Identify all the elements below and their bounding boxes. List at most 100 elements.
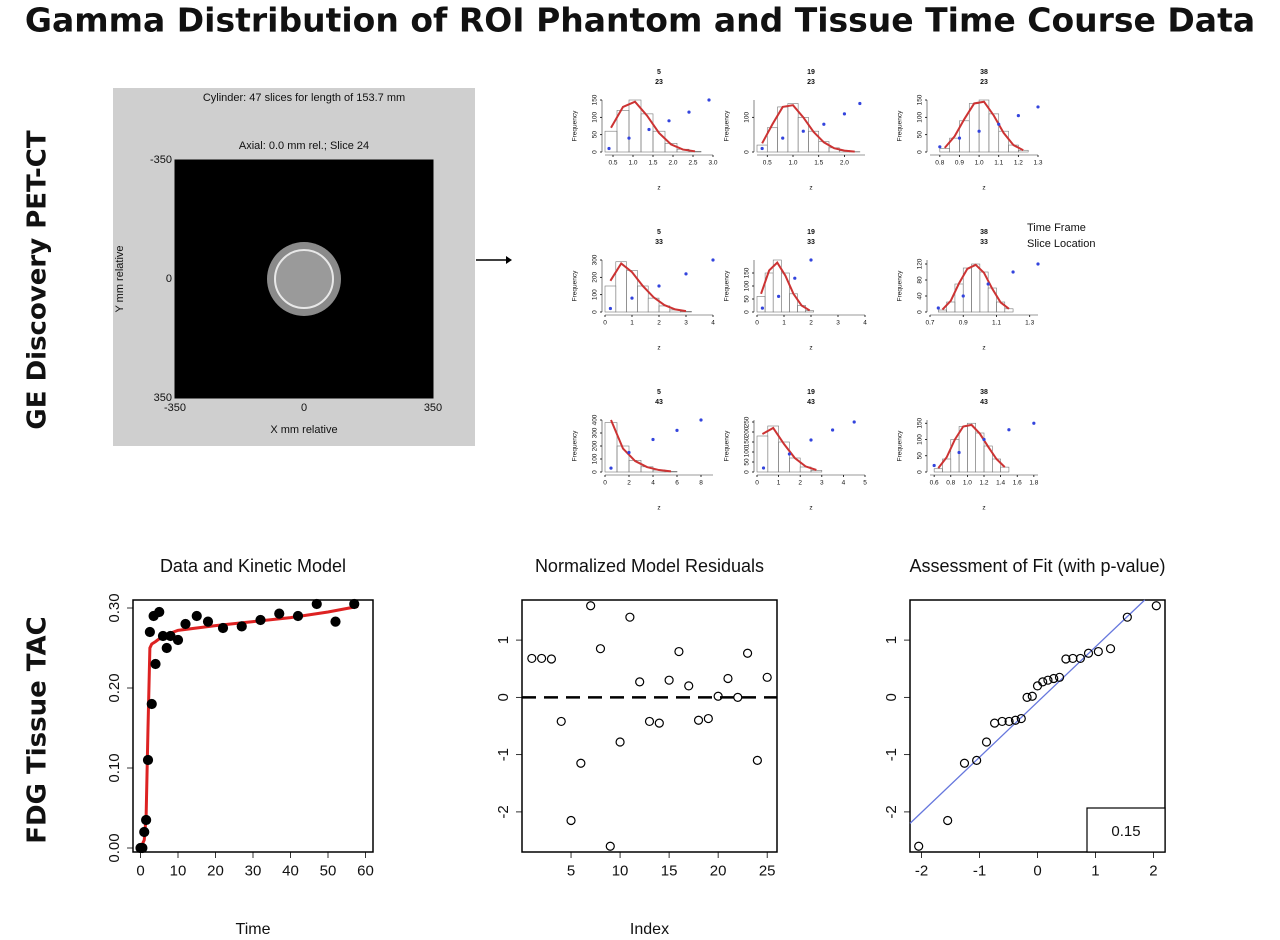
y-tick-label: -2 xyxy=(495,805,512,818)
y-tick-label: 100 xyxy=(917,434,924,445)
data-point xyxy=(990,718,1000,728)
x-tick-label: 1 xyxy=(1091,862,1099,879)
qq-point xyxy=(687,110,691,114)
data-point xyxy=(150,658,161,670)
histogram-bar xyxy=(933,468,943,473)
histogram-bar xyxy=(616,445,630,473)
data-point xyxy=(615,737,625,747)
qq-point xyxy=(822,122,826,126)
data-point xyxy=(292,610,304,622)
y-tick-label: 200 xyxy=(744,426,751,437)
y-tick-label: 0.20 xyxy=(106,673,123,702)
x-tick-label: 0 xyxy=(136,862,144,879)
x-tick-label: 0.7 xyxy=(925,320,934,327)
data-point xyxy=(161,642,172,654)
y-tick-label: 0.00 xyxy=(106,833,123,862)
x-tick-label: 5 xyxy=(863,480,867,487)
y-tick-label: 100 xyxy=(744,280,751,291)
data-point xyxy=(255,614,266,626)
y-tick-label: 0 xyxy=(917,310,924,314)
legend-text: Time Frame xyxy=(1027,222,1086,234)
data-point xyxy=(733,692,743,702)
data-point xyxy=(1083,648,1094,658)
mini-title: 43 xyxy=(980,399,988,406)
gamma-fit xyxy=(761,104,855,153)
x-tick-label: 4 xyxy=(711,320,715,327)
y-tick-label: 40 xyxy=(917,292,924,300)
y-tick-label: 0 xyxy=(917,470,924,474)
x-tick-label: 3.0 xyxy=(708,160,717,167)
qq-point xyxy=(651,437,655,442)
x-tick-label: 4 xyxy=(863,320,867,327)
x-tick-label: 20 xyxy=(710,862,727,879)
data-point xyxy=(274,608,285,619)
y-tick-label: 50 xyxy=(744,295,751,303)
histogram-bar xyxy=(604,130,618,153)
qq-point xyxy=(982,437,986,442)
qq-point xyxy=(1032,421,1036,425)
y-tick-label: 100 xyxy=(592,453,599,464)
y-tick-label: -1 xyxy=(883,748,900,761)
mini-title: 19 xyxy=(807,389,815,396)
y-tick-label: 0 xyxy=(495,693,512,701)
y-tick-label: 50 xyxy=(917,452,924,460)
data-point xyxy=(556,716,566,727)
x-tick-label: 1.6 xyxy=(1013,480,1022,487)
x-axis-label: z xyxy=(809,505,812,512)
data-point xyxy=(605,841,615,851)
data-point xyxy=(349,598,360,610)
y-tick-label: 400 xyxy=(592,414,599,425)
qq-point xyxy=(957,450,961,455)
y-tick-label: 0.10 xyxy=(106,753,123,782)
x-tick-label: 2.0 xyxy=(668,160,677,167)
histogram-bar xyxy=(958,426,968,473)
data-point xyxy=(172,634,184,646)
x-tick-label: 1.4 xyxy=(996,480,1005,487)
y-tick-label: 100 xyxy=(744,112,751,123)
x-axis-label: X mm relative xyxy=(270,424,337,436)
x-axis-label: z xyxy=(809,185,812,192)
mini-title: 43 xyxy=(807,399,815,406)
x-tick-label: 0 xyxy=(755,480,759,487)
histogram-bar xyxy=(971,263,981,313)
y-tick-label: 0.30 xyxy=(106,593,123,622)
x-tick-label: 60 xyxy=(357,862,374,879)
y-tick-label: -350 xyxy=(150,154,172,166)
qq-point xyxy=(1036,105,1040,109)
image-title: Cylinder: 47 slices for length of 153.7 … xyxy=(203,92,405,104)
x-tick-label: 30 xyxy=(245,862,262,879)
x-tick-label: 1 xyxy=(777,480,781,487)
x-axis-label: z xyxy=(982,505,985,512)
data-point xyxy=(1151,601,1161,611)
gamma-fit xyxy=(760,261,811,312)
x-tick-label: 0.9 xyxy=(959,320,968,327)
phantom-inner xyxy=(274,249,334,309)
x-tick-label: 2 xyxy=(1149,862,1157,879)
mini-title: 38 xyxy=(980,69,988,76)
y-tick-label: 300 xyxy=(592,427,599,438)
annotation: 0.15 xyxy=(1111,823,1140,840)
y-tick-label: 0 xyxy=(744,150,751,154)
gamma-fit xyxy=(609,261,687,313)
x-tick-label: 1.2 xyxy=(979,480,988,487)
qq-point xyxy=(801,129,805,133)
y-tick-label: 0 xyxy=(592,470,599,474)
data-point xyxy=(1038,677,1048,687)
data-point xyxy=(546,654,557,664)
qq-point xyxy=(1016,114,1020,118)
data-point xyxy=(236,621,247,632)
data-point xyxy=(311,598,322,610)
chart-title: Normalized Model Residuals xyxy=(535,556,764,576)
histogram-bar xyxy=(616,110,630,153)
data-point xyxy=(981,737,992,747)
qq-point xyxy=(1007,428,1011,432)
qq-point xyxy=(647,127,651,132)
x-tick-label: 0.8 xyxy=(946,480,955,487)
mini-title: 23 xyxy=(655,79,663,86)
y-axis-label: Frequency xyxy=(724,430,731,461)
data-point xyxy=(141,814,152,826)
data-point xyxy=(723,673,733,684)
